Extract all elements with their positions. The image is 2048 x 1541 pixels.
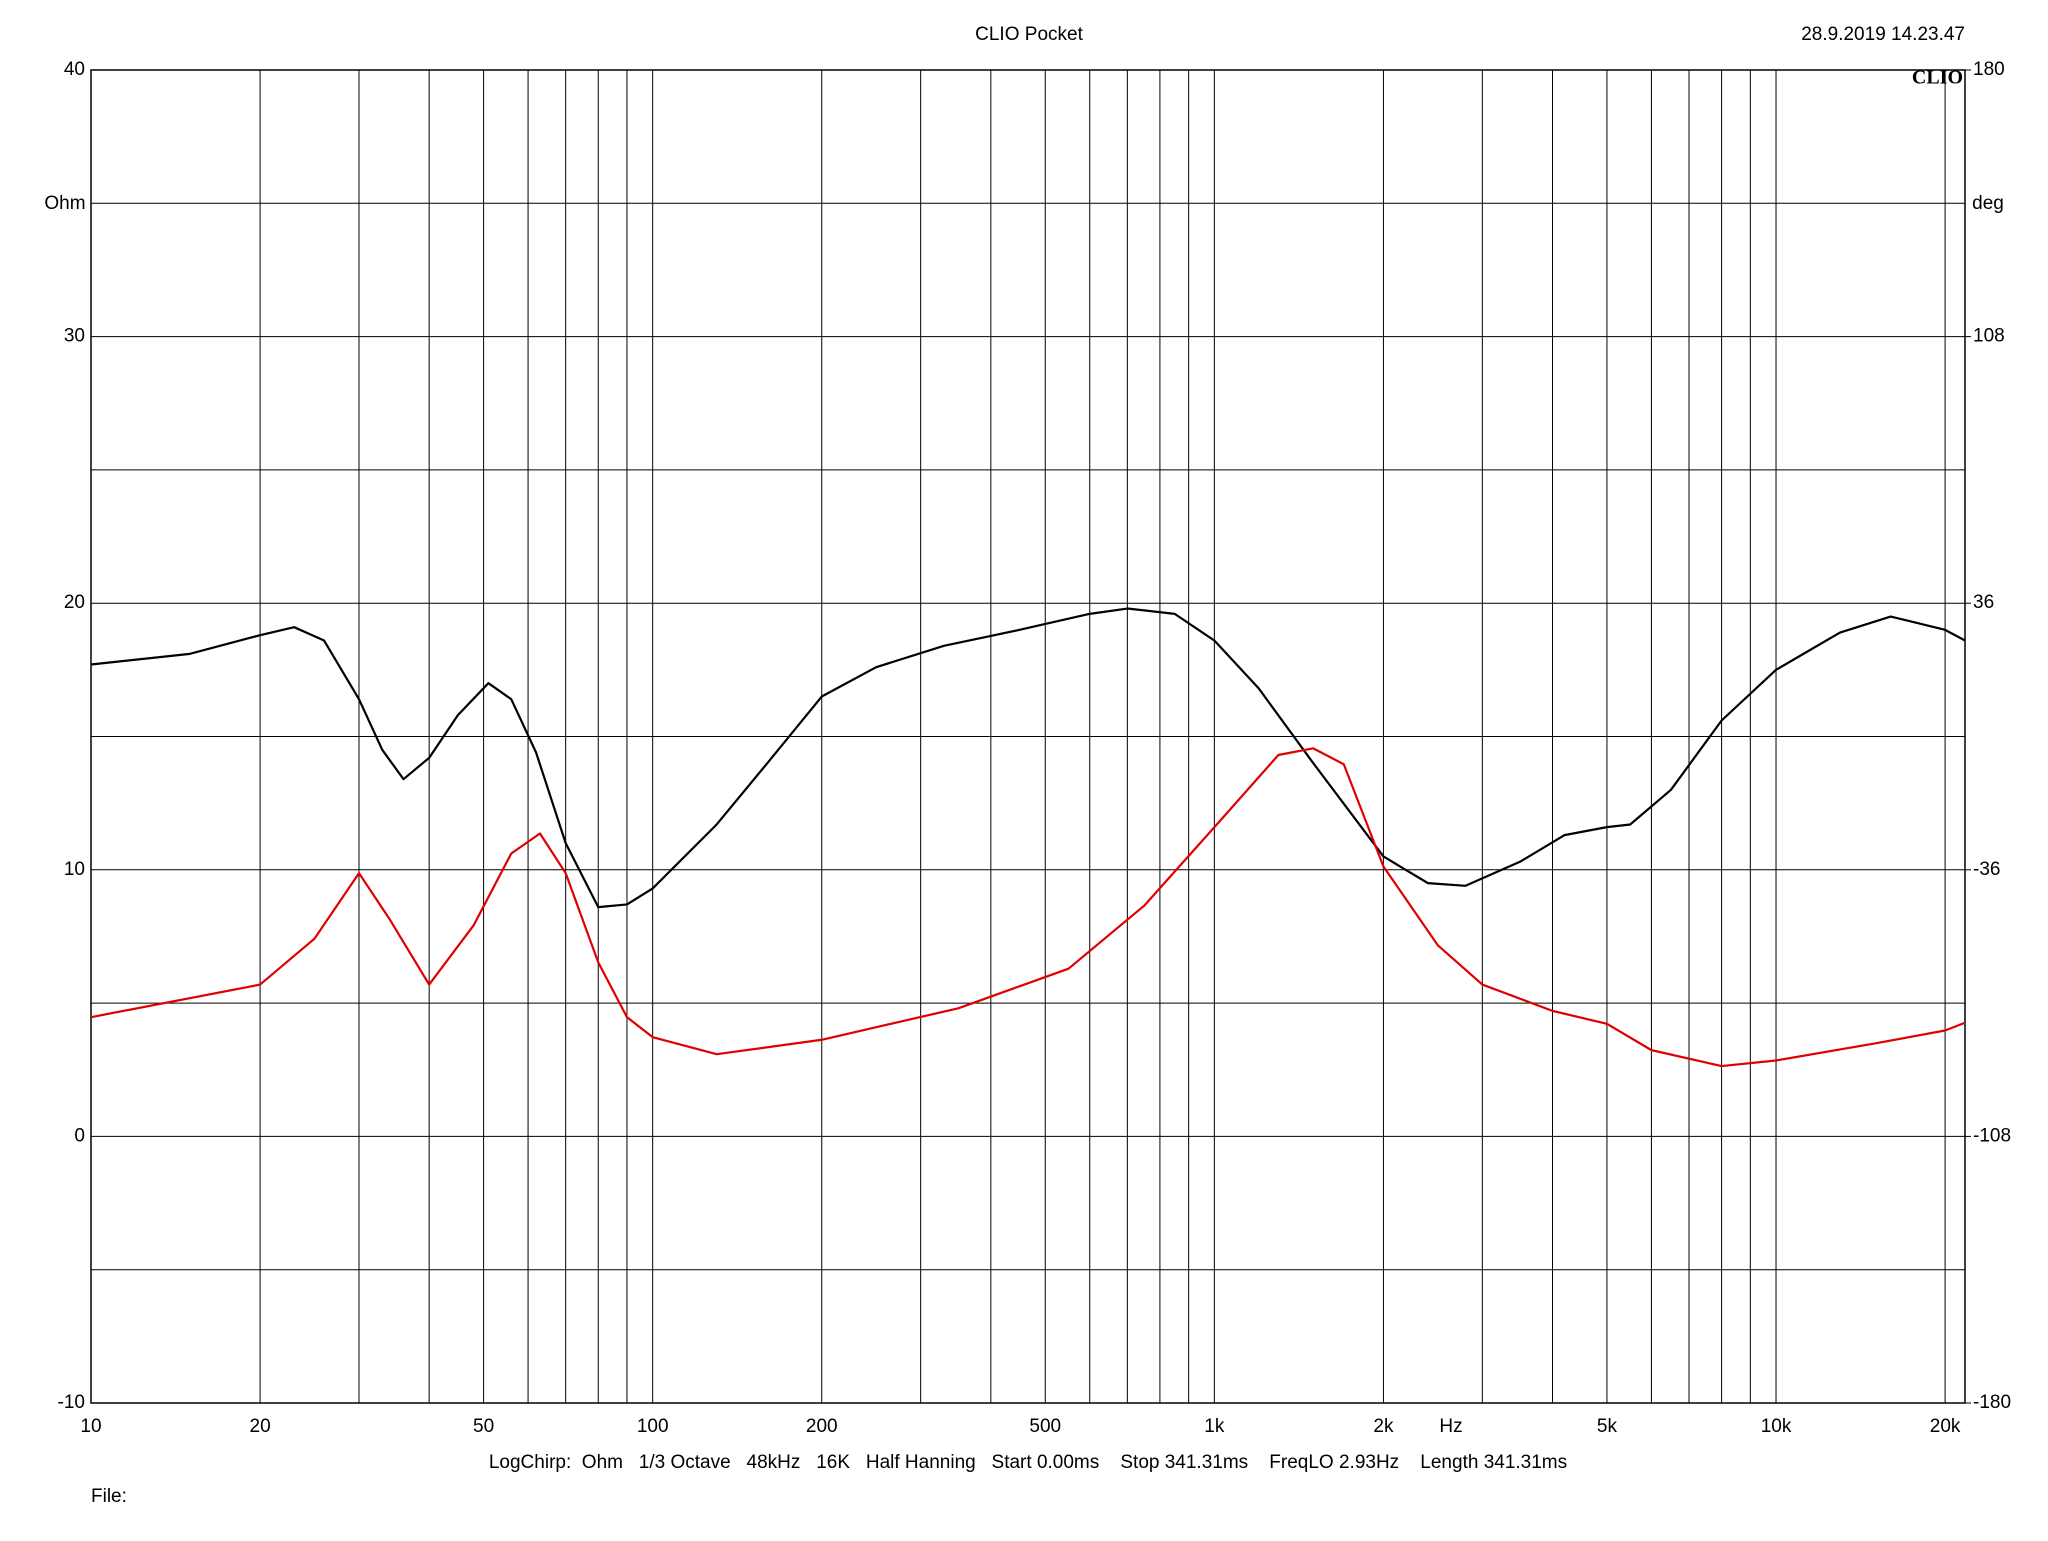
y-tick-label: 40 [64,59,85,80]
x-tick-label: 20 [250,1416,271,1437]
y2-tick-label: -108 [1973,1125,2011,1146]
data-line [90,607,1966,909]
y-tick-label: 0 [74,1125,85,1146]
y2-tick-label: -36 [1973,859,2000,880]
y2-tick-label: 180 [1973,59,2005,80]
x-tick-label: 200 [806,1416,838,1437]
x-axis-label: Hz [1439,1416,1462,1437]
x-tick-label: 100 [637,1416,669,1437]
x-tick-label: 2k [1373,1416,1394,1437]
y2-axis-label: deg [1972,193,2004,214]
y-tick-label: 20 [64,592,85,613]
file-label: File: [91,1486,127,1507]
y2-tick-label: 108 [1973,326,2005,347]
x-tick-label: 10k [1761,1416,1792,1437]
x-tick-label: 20k [1930,1416,1961,1437]
x-tick-label: 50 [473,1416,494,1437]
x-tick-label: 1k [1204,1416,1225,1437]
plot-frame [90,69,1966,1404]
y-tick-label: 10 [64,859,85,880]
y-tick-label: 30 [64,326,85,347]
x-tick-label: 10 [80,1416,101,1437]
chart-title: CLIO Pocket [975,24,1083,45]
data-line [90,747,1966,1068]
timestamp: 28.9.2019 14.23.47 [1801,24,1965,45]
logo: CLIO [1912,67,1963,89]
x-tick-label: 500 [1029,1416,1061,1437]
y2-tick-label: 36 [1973,592,1994,613]
y2-tick-label: -180 [1973,1392,2011,1413]
x-tick-label: 5k [1597,1416,1618,1437]
y-tick-label: -10 [58,1392,85,1413]
y-axis-label: Ohm [44,193,85,214]
measurement-info: LogChirp: Ohm 1/3 Octave 48kHz 16K Half … [489,1452,1567,1473]
